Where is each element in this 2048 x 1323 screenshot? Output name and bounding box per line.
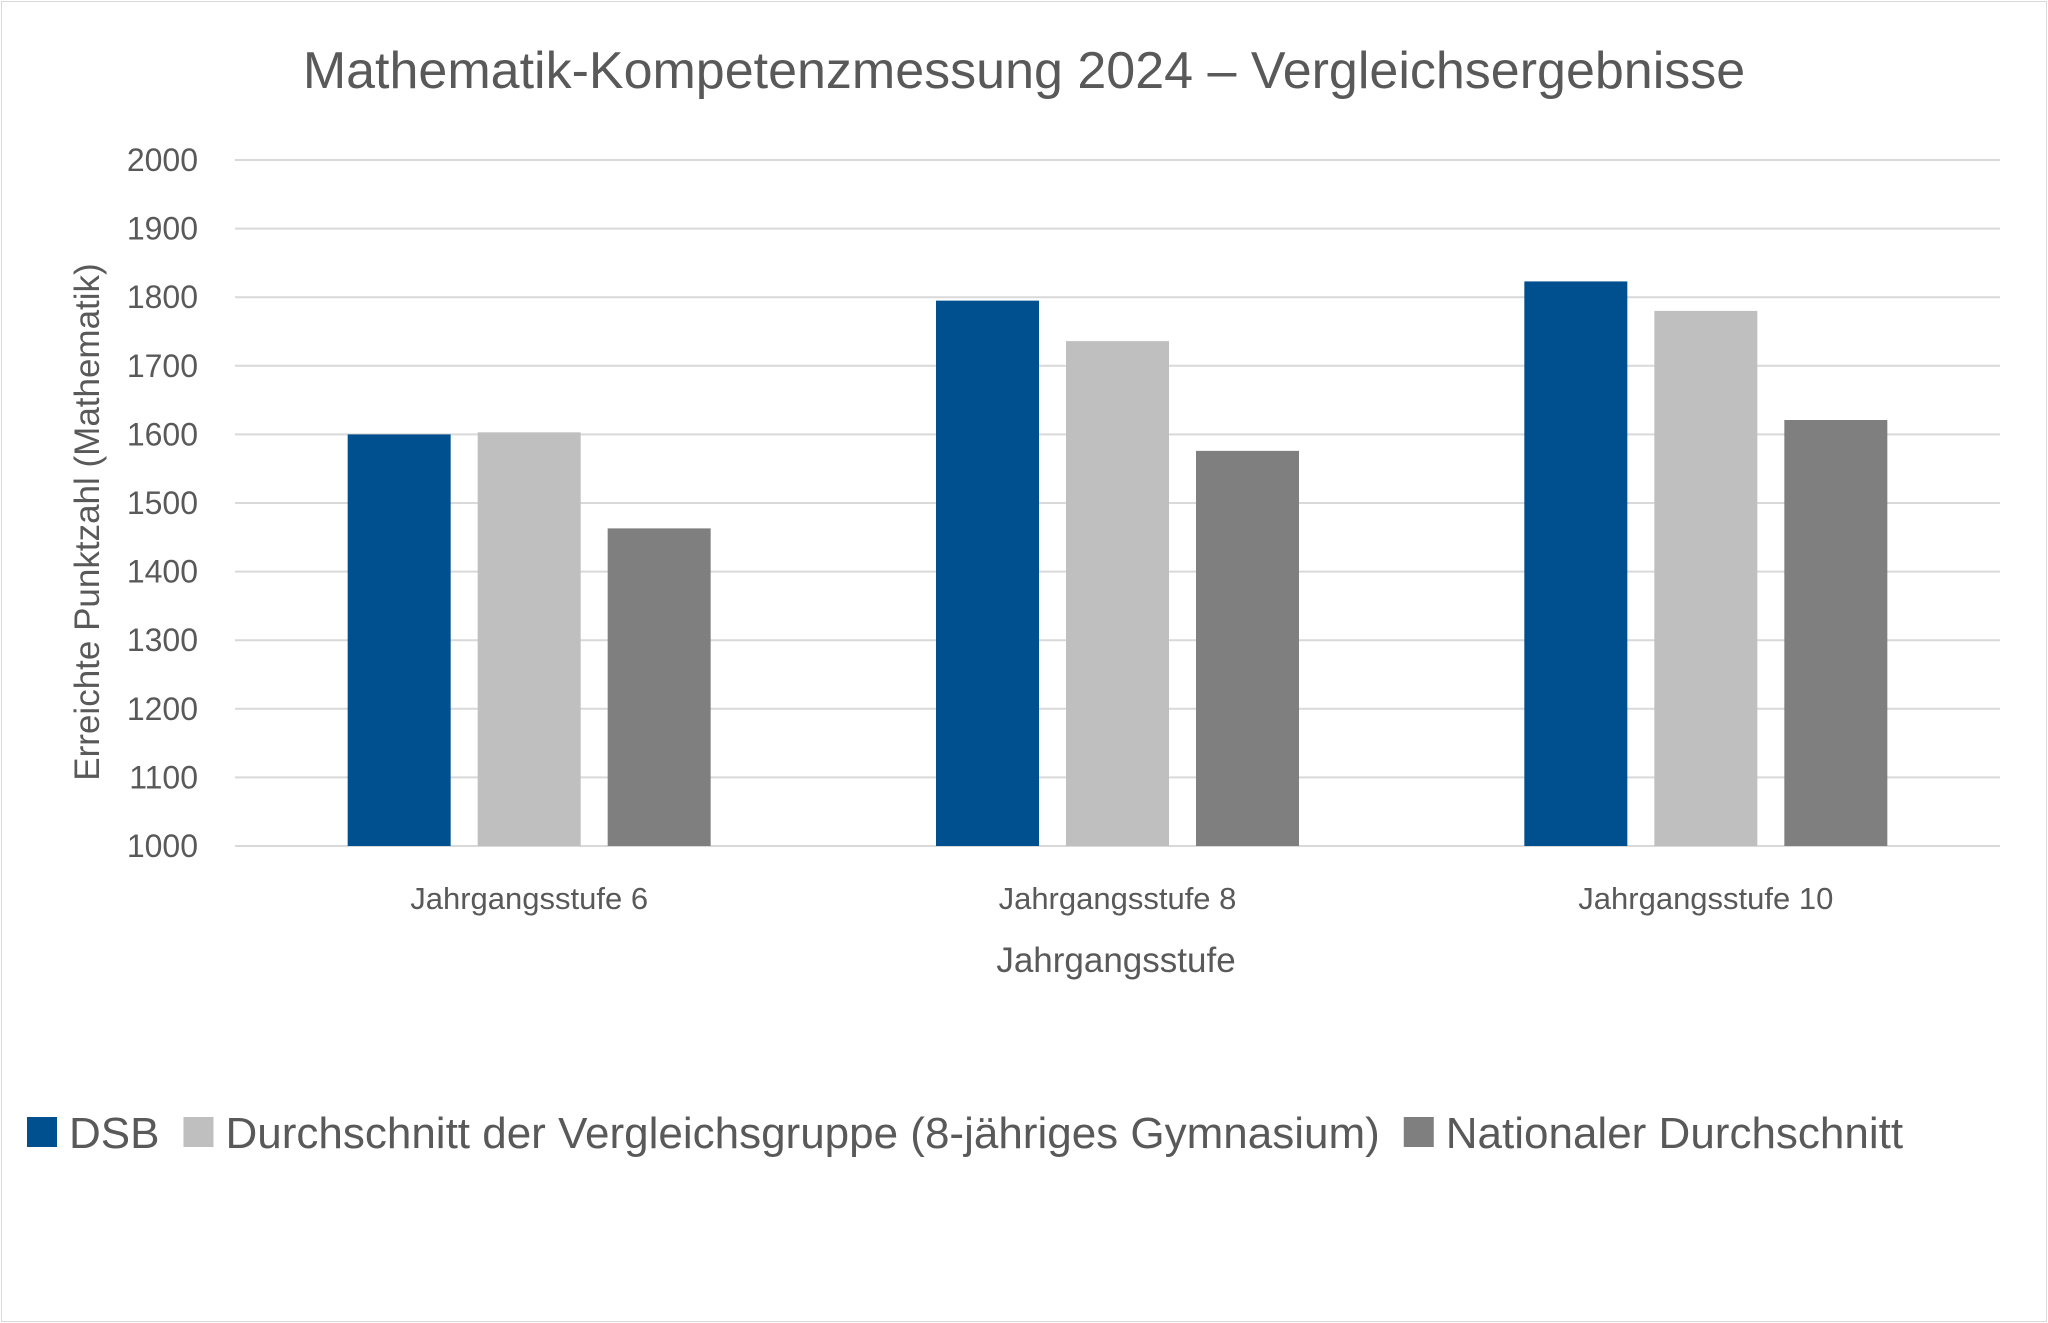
y-tick-label: 1400 <box>127 554 198 590</box>
y-tick-label: 1100 <box>129 759 198 795</box>
legend-swatch <box>183 1117 214 1147</box>
bar <box>477 432 581 846</box>
bar <box>936 300 1039 846</box>
y-tick-label: 1200 <box>127 691 198 727</box>
bar <box>1784 419 1888 846</box>
bar <box>1066 341 1169 846</box>
legend-label: Nationaler Durchschnitt <box>1446 1109 1903 1158</box>
bar <box>1524 281 1628 846</box>
y-tick-label: 1500 <box>127 485 198 521</box>
x-axis-title: Jahrgangsstufe <box>996 941 1235 980</box>
legend-label: Durchschnitt der Vergleichsgruppe (8-jäh… <box>225 1109 1379 1158</box>
y-tick-label: 1800 <box>127 279 198 315</box>
bar <box>347 434 451 846</box>
legend: DSB Durchschnitt der Vergleichsgruppe (8-… <box>27 1109 1903 1158</box>
x-tick-label: Jahrgangsstufe 10 <box>1578 881 1833 916</box>
y-axis-title: Erreichte Punktzahl (Mathematik) <box>68 263 107 780</box>
y-axis-ticks: 1000 1100 1200 1300 1400 1500 1600 1700 1800 1900… <box>127 142 198 864</box>
legend-swatch <box>1403 1117 1434 1147</box>
bar <box>607 528 711 846</box>
x-tick-label: Jahrgangsstufe 8 <box>999 881 1237 916</box>
legend-label: DSB <box>69 1109 159 1158</box>
x-tick-label: Jahrgangsstufe 6 <box>410 881 648 916</box>
bar <box>1196 450 1299 846</box>
chart-title: Mathematik-Kompetenzmessung 2024 – Vergl… <box>303 42 1745 100</box>
y-tick-label: 1900 <box>127 211 198 247</box>
y-tick-label: 1300 <box>127 622 198 658</box>
y-tick-label: 1700 <box>127 348 198 384</box>
y-tick-label: 1600 <box>127 416 198 452</box>
legend-swatch <box>27 1117 57 1147</box>
x-axis-ticks: Jahrgangsstufe 6 Jahrgangsstufe 8 Jahrgang… <box>410 881 1833 916</box>
y-tick-label: 2000 <box>127 142 198 178</box>
y-tick-label: 1000 <box>127 828 198 864</box>
bars <box>347 281 1888 846</box>
bar <box>1654 310 1758 846</box>
